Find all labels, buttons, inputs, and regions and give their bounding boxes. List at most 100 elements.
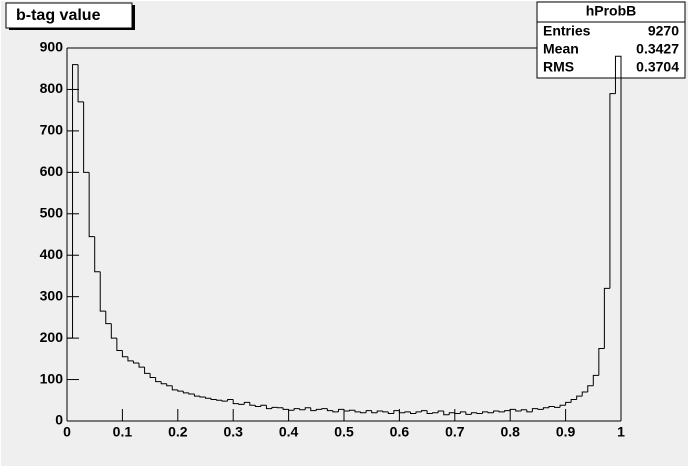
x-tick-label: 0 <box>63 424 71 440</box>
bin <box>581 391 588 397</box>
bin <box>199 396 206 398</box>
bin <box>459 411 466 414</box>
y-tick-label: 800 <box>40 80 64 96</box>
bin <box>326 408 333 412</box>
bin <box>160 381 167 385</box>
y-tick-label: 300 <box>40 287 64 303</box>
bin <box>515 409 522 412</box>
bin <box>432 412 439 414</box>
bin <box>177 389 184 392</box>
bin <box>476 412 483 415</box>
x-tick-label: 0.7 <box>445 424 465 440</box>
bin <box>371 410 378 414</box>
x-tick-label: 0.8 <box>500 424 520 440</box>
bin <box>509 408 516 411</box>
y-tick-label: 900 <box>40 39 64 55</box>
bin <box>232 399 239 405</box>
bin <box>83 101 90 173</box>
x-tick-label: 0.2 <box>168 424 188 440</box>
bin <box>72 64 79 339</box>
bin <box>182 391 189 394</box>
bin <box>421 410 428 412</box>
bin <box>603 287 610 349</box>
bin <box>66 337 73 421</box>
bin <box>409 411 417 415</box>
bin <box>376 410 383 413</box>
bin <box>332 410 339 413</box>
bin <box>227 398 234 402</box>
bin <box>548 405 555 408</box>
bin <box>99 271 106 312</box>
x-tick-label: 1 <box>617 424 625 440</box>
x-tick-label: 0.4 <box>279 424 299 440</box>
bin <box>293 408 300 411</box>
y-tick-label: 0 <box>55 412 63 428</box>
bin <box>138 362 145 368</box>
bin <box>221 400 228 402</box>
stats-label: Entries <box>543 23 591 39</box>
bin <box>520 409 527 412</box>
bin <box>155 377 162 383</box>
x-tick-label: 0.3 <box>223 424 243 440</box>
stats-label: Mean <box>543 41 579 57</box>
bin <box>387 411 394 415</box>
bin <box>614 55 622 421</box>
stats-title: hProbB <box>586 3 637 19</box>
stats-box <box>536 1 686 79</box>
bin <box>498 411 505 413</box>
title-box <box>5 2 133 29</box>
y-tick-label: 100 <box>40 370 64 386</box>
bin <box>304 407 311 410</box>
bin <box>598 347 605 376</box>
bin <box>448 412 455 415</box>
bin <box>171 385 178 391</box>
bin <box>265 405 272 410</box>
bin <box>542 407 549 410</box>
bin <box>360 411 367 414</box>
bin <box>337 408 344 412</box>
bin <box>321 408 328 410</box>
bin <box>587 385 594 392</box>
x-tick-label: 0.9 <box>556 424 576 440</box>
bin <box>343 409 350 412</box>
bin <box>559 404 566 408</box>
bin <box>188 392 195 395</box>
bin <box>88 172 95 238</box>
y-tick-label: 500 <box>40 204 64 220</box>
bin <box>299 408 306 411</box>
bin <box>288 409 295 411</box>
bin <box>454 412 461 415</box>
x-tick-label: 0.5 <box>334 424 354 440</box>
bin <box>537 408 544 410</box>
bin <box>554 406 561 408</box>
bin <box>609 93 616 289</box>
bin <box>465 411 472 415</box>
x-tick-label: 0.6 <box>390 424 410 440</box>
bin <box>504 410 511 412</box>
stats-value: 0.3427 <box>636 41 679 57</box>
bin <box>315 408 322 411</box>
bin <box>94 236 101 273</box>
bin <box>349 409 356 412</box>
bin <box>354 410 361 413</box>
bin <box>426 410 433 415</box>
bin <box>565 401 572 406</box>
bin <box>105 311 112 325</box>
bin <box>398 410 405 414</box>
bin <box>249 402 256 406</box>
bin <box>282 407 289 410</box>
y-tick-label: 400 <box>40 246 64 262</box>
stats-value: 9270 <box>648 23 679 39</box>
bin <box>592 374 599 386</box>
bin <box>415 411 422 414</box>
bin <box>271 406 278 409</box>
bin <box>260 404 267 407</box>
bin <box>149 373 156 378</box>
chart-title: b-tag value <box>16 7 101 24</box>
bin <box>243 401 250 405</box>
y-tick-label: 200 <box>40 329 64 345</box>
bin <box>205 396 212 399</box>
stats-value: 0.3704 <box>636 59 679 75</box>
bin <box>470 412 477 415</box>
